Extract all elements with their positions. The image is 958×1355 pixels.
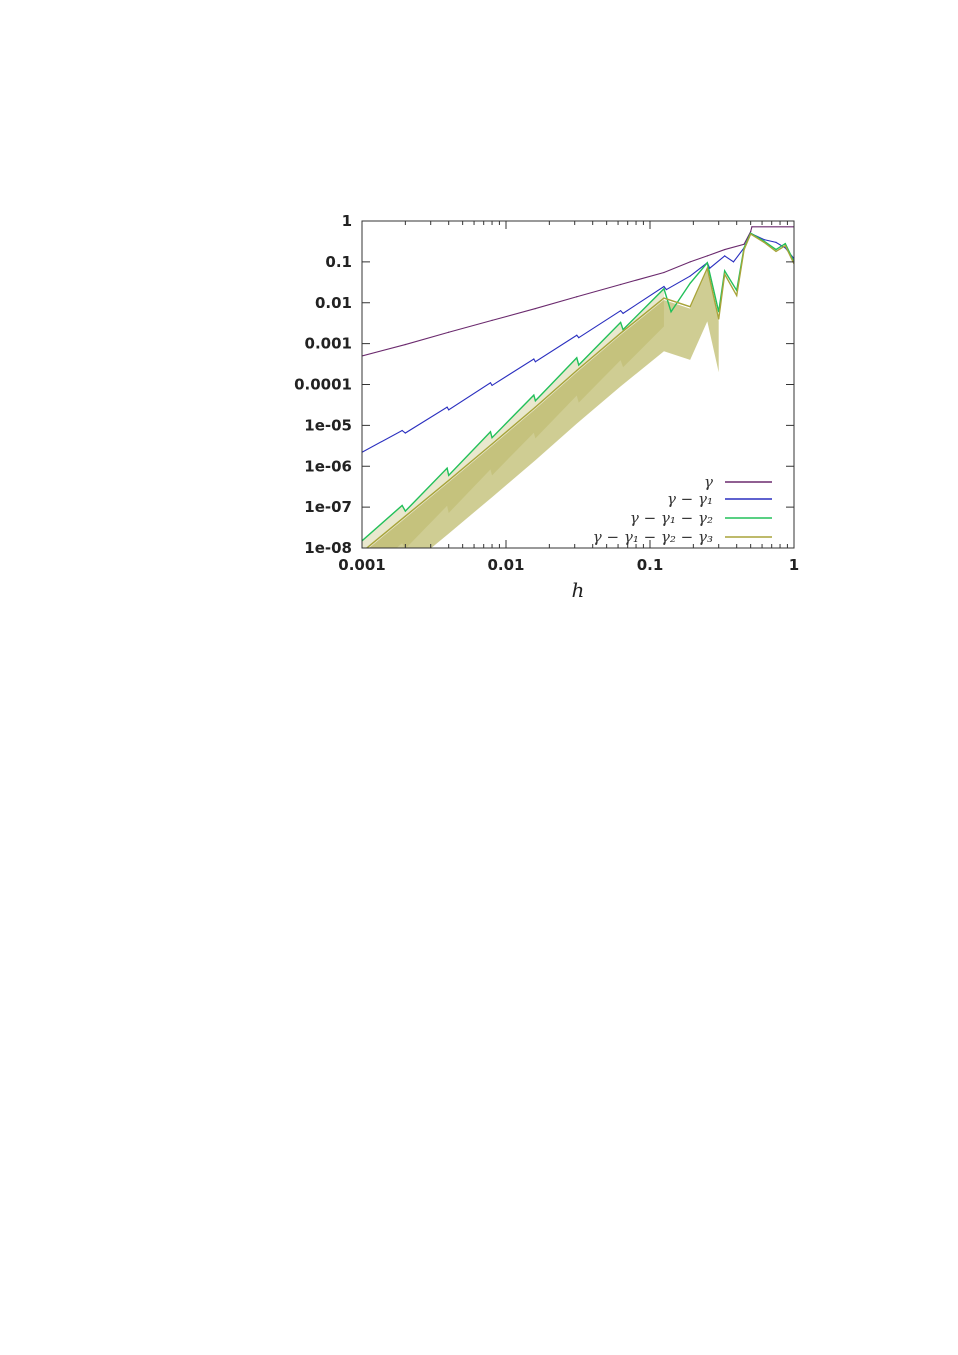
tick-layer: 0.001 0.01 0.1 1 1 0.1 0.01 0.001 0.0001 1e-05 1e-… [294, 212, 799, 574]
data-point [489, 431, 492, 433]
data-point [401, 429, 403, 432]
legend-label: γ − γ₁ − γ₂ − γ₃ [593, 528, 713, 546]
data-point [689, 275, 691, 277]
data-point [706, 262, 708, 264]
data-point [665, 288, 668, 291]
data-point [763, 239, 765, 241]
data-point [622, 329, 624, 331]
data-point [750, 231, 752, 233]
data-point [404, 343, 406, 346]
data-point [689, 306, 691, 308]
data-point [404, 510, 406, 512]
data-point [784, 245, 786, 247]
y-tick-label: 0.1 [325, 253, 352, 271]
data-point [724, 273, 726, 275]
data-point [448, 331, 450, 333]
legend-label: γ − γ₁ − γ₂ [630, 509, 713, 527]
data-point [743, 243, 745, 245]
data-point [491, 384, 493, 387]
data-point [534, 400, 536, 402]
data-point [663, 297, 665, 299]
data-point [361, 551, 362, 552]
x-tick-label: 0.001 [338, 556, 385, 574]
data-point [491, 437, 493, 439]
data-point [620, 310, 622, 312]
y-tick-label: 1e-08 [304, 539, 352, 557]
data-point [724, 270, 726, 272]
data-point [489, 382, 492, 384]
data-point [534, 361, 536, 363]
data-point [724, 248, 726, 251]
data-point [401, 504, 403, 507]
x-tick-label: 0.01 [487, 556, 524, 574]
data-point [576, 334, 578, 336]
data-point [576, 296, 578, 298]
data-point [533, 394, 535, 396]
data-point [663, 288, 665, 290]
data-point [533, 358, 535, 360]
x-tick-label: 1 [789, 556, 799, 574]
legend-label: γ [704, 473, 713, 491]
data-point [751, 226, 753, 228]
lower-band-fill [362, 270, 719, 548]
y-tick-label: 1e-07 [304, 498, 352, 516]
data-point [448, 409, 450, 411]
x-axis-label: h [572, 578, 585, 602]
data-point [576, 369, 578, 372]
data-point [775, 248, 777, 251]
y-tick-label: 1e-05 [304, 416, 352, 434]
y-tick-label: 0.0001 [294, 376, 352, 394]
data-point [663, 285, 665, 288]
data-point [718, 318, 720, 320]
data-point [743, 248, 745, 251]
y-tick-label: 1e-06 [304, 457, 352, 475]
data-point [670, 311, 672, 313]
data-point [775, 241, 777, 243]
data-point [576, 357, 578, 359]
data-point [620, 332, 622, 334]
y-tick-label: 1 [342, 212, 352, 230]
data-point [534, 307, 536, 310]
data-point [491, 443, 493, 445]
data-point [446, 467, 448, 469]
series-layer [361, 226, 794, 552]
data-point [689, 282, 691, 284]
data-point [775, 250, 777, 253]
legend: γγ − γ₁γ − γ₁ − γ₂γ − γ₁ − γ₂ − γ₃ [593, 473, 772, 546]
data-point [732, 261, 735, 263]
x-tick-label: 0.1 [637, 556, 664, 574]
data-point [663, 271, 665, 274]
data-point [404, 432, 406, 434]
data-point [578, 337, 580, 339]
data-point [750, 233, 752, 235]
data-point [620, 321, 622, 324]
y-tick-label: 0.01 [315, 294, 352, 312]
data-point [446, 406, 448, 408]
data-point [709, 267, 711, 269]
data-point [724, 255, 726, 257]
series-band-fill [369, 270, 719, 548]
series-band-fill [362, 288, 664, 548]
data-point [578, 364, 580, 366]
data-point [622, 312, 624, 314]
data-point [763, 241, 765, 243]
data-point [534, 406, 536, 408]
data-point [404, 515, 406, 517]
data-point [491, 319, 493, 321]
data-point [706, 267, 708, 269]
legend-label: γ − γ₁ [667, 490, 713, 508]
data-point [448, 474, 450, 476]
data-point [689, 261, 691, 263]
data-point [736, 294, 738, 297]
data-point [784, 242, 786, 245]
data-point [706, 255, 708, 257]
data-point [620, 283, 622, 286]
data-point [448, 479, 450, 482]
y-tick-label: 0.001 [305, 335, 352, 353]
